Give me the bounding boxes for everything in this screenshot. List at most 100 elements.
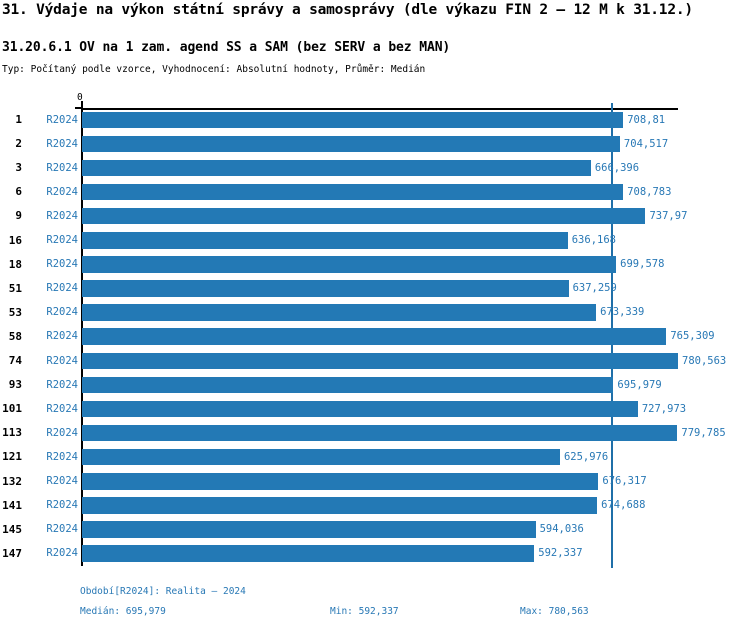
- bar-value-label: 708,783: [627, 185, 672, 198]
- chart-subtitle: 31.20.6.1 OV na 1 zam. agend SS a SAM (b…: [2, 40, 451, 55]
- bar-row[interactable]: 121 R2024 625,976: [0, 445, 750, 469]
- bar[interactable]: [82, 376, 614, 394]
- bar-value-label: 676,317: [602, 475, 647, 487]
- bar-row-index-label: 145: [2, 522, 22, 536]
- bar-row-index-label: 51: [8, 281, 22, 295]
- legend-median-stat: Medián: 695,979: [80, 606, 166, 617]
- bar[interactable]: [82, 207, 646, 225]
- bar-row-series-label: R2024: [46, 306, 78, 319]
- bar-value-label: 674,688: [601, 499, 646, 512]
- bar-row-series-label: R2024: [46, 523, 78, 536]
- bar-row-index-label: 74: [8, 354, 22, 367]
- bar-row-series-label: R2024: [46, 282, 78, 295]
- bar[interactable]: [82, 352, 678, 369]
- x-axis-zero-tick-label: 0: [77, 92, 83, 103]
- bar[interactable]: [82, 280, 569, 297]
- bar-row[interactable]: 18 R2024 699,578: [0, 253, 750, 277]
- bar-row-index-label: 1: [15, 113, 22, 126]
- bar-value-label: 673,339: [600, 306, 645, 319]
- bar-row[interactable]: 101 R2024 727,973: [0, 397, 750, 421]
- bar[interactable]: [82, 545, 535, 562]
- bar[interactable]: [82, 111, 624, 128]
- bar-row[interactable]: 1 R2024 708,81: [0, 108, 750, 132]
- bar-row[interactable]: 145 R2024 594,036: [0, 518, 750, 542]
- bar-value-label: 695,979: [617, 378, 662, 391]
- bar-row-series-label: R2024: [46, 426, 78, 439]
- bar-value-label: 637,259: [572, 282, 617, 295]
- chart-parameters-line: Typ: Počítaný podle vzorce, Vyhodnocení:…: [2, 64, 426, 75]
- legend-min-stat: Min: 592,337: [330, 606, 399, 617]
- legend-max-stat: Max: 780,563: [520, 606, 589, 617]
- bar[interactable]: [82, 256, 617, 273]
- bar-row-index-label: 58: [8, 329, 22, 343]
- bar-row[interactable]: 2 R2024 704,517: [0, 132, 750, 156]
- bar[interactable]: [82, 448, 560, 466]
- bar-row-series-label: R2024: [46, 137, 78, 150]
- bar-row-index-label: 93: [8, 378, 22, 392]
- bar[interactable]: [82, 400, 638, 418]
- bar[interactable]: [82, 473, 599, 490]
- y-axis-line: [80, 101, 83, 566]
- bar-row[interactable]: 16 R2024 636,168: [0, 229, 750, 253]
- bar-row-series-label: R2024: [46, 185, 78, 198]
- bar-row[interactable]: 3 R2024 666,396: [0, 156, 750, 180]
- bar[interactable]: [82, 521, 536, 538]
- bar-row-index-label: 113: [2, 426, 22, 440]
- bar-value-label: 708,81: [627, 113, 666, 126]
- bar-row-index-label: 101: [2, 402, 22, 416]
- bar-row-series-label: R2024: [46, 258, 78, 271]
- bar[interactable]: [82, 232, 568, 249]
- bar-value-label: 594,036: [539, 523, 584, 536]
- bar-value-label: 592,337: [538, 547, 583, 560]
- bar-row-series-label: R2024: [46, 234, 78, 246]
- bar-row-series-label: R2024: [46, 450, 78, 463]
- bar-row-series-label: R2024: [46, 547, 78, 560]
- bar[interactable]: [82, 159, 591, 177]
- bar-row[interactable]: 6 R2024 708,783: [0, 180, 750, 204]
- bar-row-series-label: R2024: [46, 209, 78, 222]
- bar-row-index-label: 132: [2, 474, 22, 488]
- bar-row[interactable]: 147 R2024 592,337: [0, 542, 750, 566]
- bar[interactable]: [82, 183, 624, 201]
- bar-row-index-label: 53: [8, 305, 22, 319]
- bar-value-label: 699,578: [620, 258, 665, 271]
- bar[interactable]: [82, 328, 667, 345]
- bar[interactable]: [82, 424, 678, 442]
- bar-row[interactable]: 113 R2024 779,785: [0, 421, 750, 445]
- bar-row-index-label: 16: [8, 233, 22, 247]
- bar-row-index-label: 6: [15, 185, 22, 199]
- bar-row[interactable]: 141 R2024 674,688: [0, 494, 750, 518]
- bar-row-series-label: R2024: [46, 402, 78, 415]
- bar-row[interactable]: 58 R2024 765,309: [0, 325, 750, 349]
- bar[interactable]: [82, 304, 597, 321]
- x-axis-zero-tick-mark: [75, 107, 82, 109]
- bar-row[interactable]: 132 R2024 676,317: [0, 470, 750, 494]
- bar-row-series-label: R2024: [46, 378, 78, 391]
- bar-row[interactable]: 9 R2024 737,97: [0, 204, 750, 228]
- bar-value-label: 666,396: [594, 161, 640, 174]
- bar-row-index-label: 9: [15, 209, 22, 223]
- bar-row-index-label: 147: [2, 546, 22, 560]
- bar-row-series-label: R2024: [46, 330, 78, 343]
- bar-row[interactable]: 93 R2024 695,979: [0, 373, 750, 397]
- bar-value-label: 727,973: [641, 402, 687, 415]
- bar-row-index-label: 141: [2, 498, 22, 512]
- bar-row[interactable]: 53 R2024 673,339: [0, 301, 750, 325]
- bar-row-series-label: R2024: [46, 354, 78, 367]
- bar-value-label: 625,976: [563, 450, 609, 463]
- bar-row[interactable]: 51 R2024 637,259: [0, 277, 750, 301]
- bar[interactable]: [82, 135, 620, 153]
- bar-value-label: 636,168: [571, 234, 616, 246]
- bar-row-series-label: R2024: [46, 499, 78, 512]
- bar-value-label: 737,97: [649, 209, 688, 222]
- bar-value-label: 765,309: [670, 330, 715, 343]
- bar[interactable]: [82, 497, 598, 514]
- bar-row[interactable]: 74 R2024 780,563: [0, 349, 750, 373]
- x-axis-top-line: [82, 108, 678, 110]
- bar-value-label: 704,517: [623, 137, 669, 150]
- bar-row-index-label: 121: [2, 450, 22, 464]
- bar-value-label: 779,785: [681, 426, 726, 439]
- bar-row-series-label: R2024: [46, 113, 78, 126]
- page-title: 31. Výdaje na výkon státní správy a samo…: [2, 2, 693, 18]
